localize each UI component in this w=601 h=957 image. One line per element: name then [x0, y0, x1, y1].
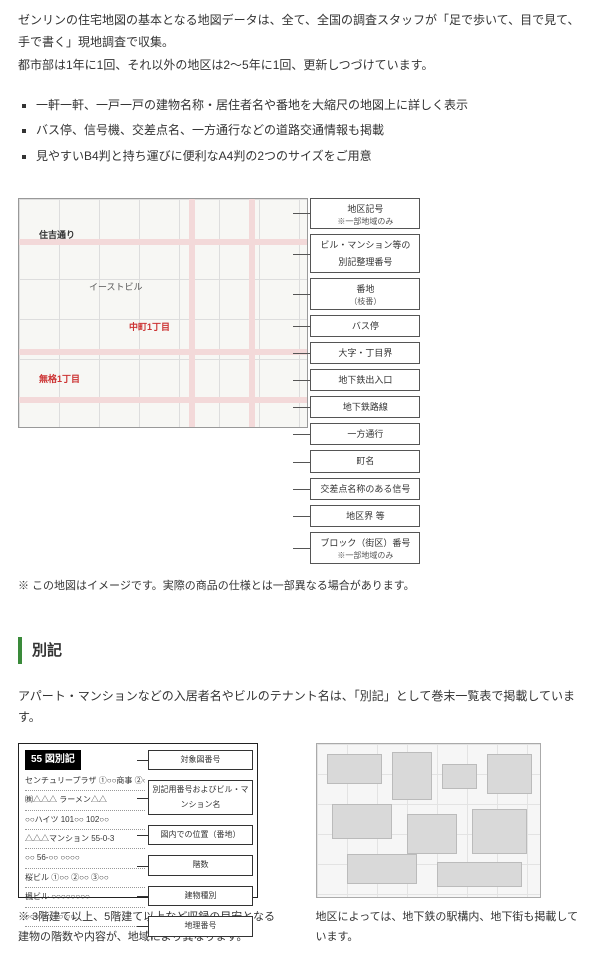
map-callout-list: 地区記号※一部地域のみビル・マンション等の別記整理番号番地（枝番） バス停大字・丁…: [310, 198, 420, 569]
map-callout: 地区記号※一部地域のみ: [310, 198, 420, 230]
bekki-figure-title: 55 図別記: [25, 750, 81, 770]
bekki-callout: 図内での位置（番地）: [148, 825, 253, 845]
map-callout: 大字・丁目界: [310, 342, 420, 364]
section-heading-bekki: 別記: [18, 637, 583, 664]
bekki-row: 桜ビル ①○○ ②○○ ③○○: [25, 869, 145, 888]
map-callout: 番地（枝番）: [310, 278, 420, 310]
map-note: ※ この地図はイメージです。実際の商品の仕様とは一部異なる場合があります。: [18, 577, 583, 597]
map-callout: 地下鉄出入口: [310, 369, 420, 391]
feature-item: 一軒一軒、一戸一戸の建物名称・居住者名や番地を大縮尺の地図上に詳しく表示: [36, 95, 583, 117]
map-building-label: イーストビル: [89, 279, 143, 295]
bekki-row: 楓ビル ○○○○○○○○: [25, 888, 145, 907]
intro-text: ゼンリンの住宅地図の基本となる地図データは、全て、全国の調査スタッフが「足で歩い…: [18, 10, 583, 77]
map-callout: ビル・マンション等の別記整理番号: [310, 234, 420, 272]
feature-list: 一軒一軒、一戸一戸の建物名称・居住者名や番地を大縮尺の地図上に詳しく表示 バス停…: [36, 95, 583, 168]
bekki-callout: 地理番号: [148, 916, 253, 936]
map-street-label: 住吉通り: [39, 227, 75, 243]
bekki-figure: 55 図別記 センチュリープラザ ①○○商事 ②○○歯科 ③○○店㈱△△△ ラー…: [18, 743, 258, 898]
bekki-row: ○○○ ○○ ○○ ○○: [25, 908, 145, 927]
bekki-row: △△△マンション 55-0-3: [25, 830, 145, 849]
bekki-row: ㈱△△△ ラーメン△△: [25, 791, 145, 810]
bekki-callout: 別記用番号およびビル・マンション名: [148, 780, 253, 815]
underground-map-image: [316, 743, 541, 898]
bekki-row: ○○ハイツ 101○○ 102○○: [25, 811, 145, 830]
underground-note: 地区によっては、地下鉄の駅構内、地下街も掲載しています。: [316, 908, 584, 948]
map-callout: 町名: [310, 450, 420, 472]
map-callout: 地下鉄路線: [310, 396, 420, 418]
map-callout: 交差点名称のある信号: [310, 478, 420, 500]
bekki-side-callouts: 対象図番号別記用番号およびビル・マンション名図内での位置（番地） 階数建物種別地理…: [148, 750, 253, 947]
bekki-left-col: 55 図別記 センチュリープラザ ①○○商事 ②○○歯科 ③○○店㈱△△△ ラー…: [18, 743, 286, 948]
map-callout: バス停: [310, 315, 420, 337]
bekki-callout: 対象図番号: [148, 750, 253, 770]
intro-line-1: ゼンリンの住宅地図の基本となる地図データは、全て、全国の調査スタッフが「足で歩い…: [18, 10, 583, 53]
bekki-columns: 55 図別記 センチュリープラザ ①○○商事 ②○○歯科 ③○○店㈱△△△ ラー…: [18, 743, 583, 948]
feature-item: バス停、信号機、交差点名、一方通行などの道路交通情報も掲載: [36, 120, 583, 142]
bekki-lead-text: アパート・マンションなどの入居者名やビルのテナント名は、「別記」として巻末一覧表…: [18, 686, 583, 729]
sample-map-block: 住吉通り 中町1丁目 無格1丁目 イーストビル 地区記号※一部地域のみビル・マン…: [18, 198, 583, 569]
sample-map-image: 住吉通り 中町1丁目 無格1丁目 イーストビル: [18, 198, 308, 428]
underground-col: 地区によっては、地下鉄の駅構内、地下街も掲載しています。: [316, 743, 584, 948]
map-block-label: 中町1丁目: [129, 319, 170, 335]
bekki-row: ○○ 56-○○ ○○○○: [25, 849, 145, 868]
map-block-label: 無格1丁目: [39, 371, 80, 387]
bekki-callout: 階数: [148, 855, 253, 875]
map-callout: 一方通行: [310, 423, 420, 445]
bekki-callout: 建物種別: [148, 886, 253, 906]
feature-item: 見やすいB4判と持ち運びに便利なA4判の2つのサイズをご用意: [36, 146, 583, 168]
map-callout: ブロック（街区）番号※一部地域のみ: [310, 532, 420, 564]
intro-line-2: 都市部は1年に1回、それ以外の地区は2～5年に1回、更新しつづけています。: [18, 55, 583, 77]
map-callout: 地区界 等: [310, 505, 420, 527]
bekki-row: センチュリープラザ ①○○商事 ②○○歯科 ③○○店: [25, 772, 145, 791]
